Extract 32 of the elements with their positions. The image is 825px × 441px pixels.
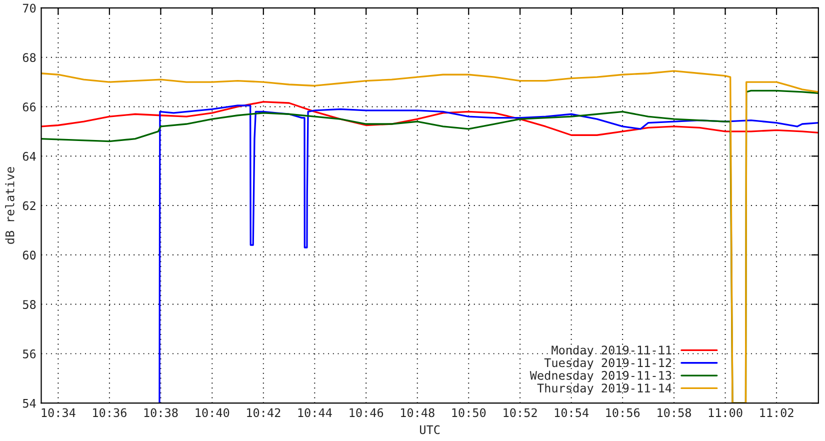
y-tick-label: 70 [22, 4, 36, 13]
x-tick-label: 10:42 [247, 408, 280, 418]
x-tick-label: 10:48 [401, 408, 434, 418]
legend-label: Wednesday 2019-11-13 [530, 370, 672, 382]
legend-label: Thursday 2019-11-14 [537, 383, 672, 395]
y-tick-label: 66 [22, 102, 36, 112]
line-series [158, 104, 818, 404]
y-tick-label: 54 [23, 398, 36, 408]
x-tick-label: 10:44 [298, 408, 332, 418]
x-tick-label: 11:00 [708, 408, 742, 418]
legend-label: Tuesday 2019-11-12 [544, 358, 672, 370]
y-tick-label: 56 [23, 349, 36, 358]
y-tick-label: 60 [22, 250, 36, 260]
x-axis-title: UTC [420, 425, 440, 434]
y-axis-title: dB relative [5, 167, 14, 244]
x-tick-label: 10:54 [554, 408, 589, 418]
legend-label: Monday 2019-11-11 [552, 345, 672, 357]
y-tick-label: 68 [22, 53, 36, 62]
x-tick-label: 10:58 [658, 408, 692, 418]
x-tick-label: 10:40 [196, 408, 230, 418]
y-tick-label: 58 [23, 300, 36, 309]
x-tick-label: 10:52 [504, 408, 537, 418]
x-tick-label: 10:36 [93, 408, 126, 418]
y-tick-label: 62 [22, 201, 36, 210]
y-tick-label: 64 [22, 152, 36, 161]
x-tick-label: 10:34 [42, 408, 76, 418]
x-tick-label: 10:38 [144, 408, 178, 418]
x-tick-label: 10:56 [606, 408, 640, 418]
x-tick-label: 11:02 [760, 408, 794, 418]
line-series [41, 100, 818, 136]
x-tick-label: 10:46 [350, 408, 384, 418]
x-tick-label: 10:50 [452, 408, 486, 418]
